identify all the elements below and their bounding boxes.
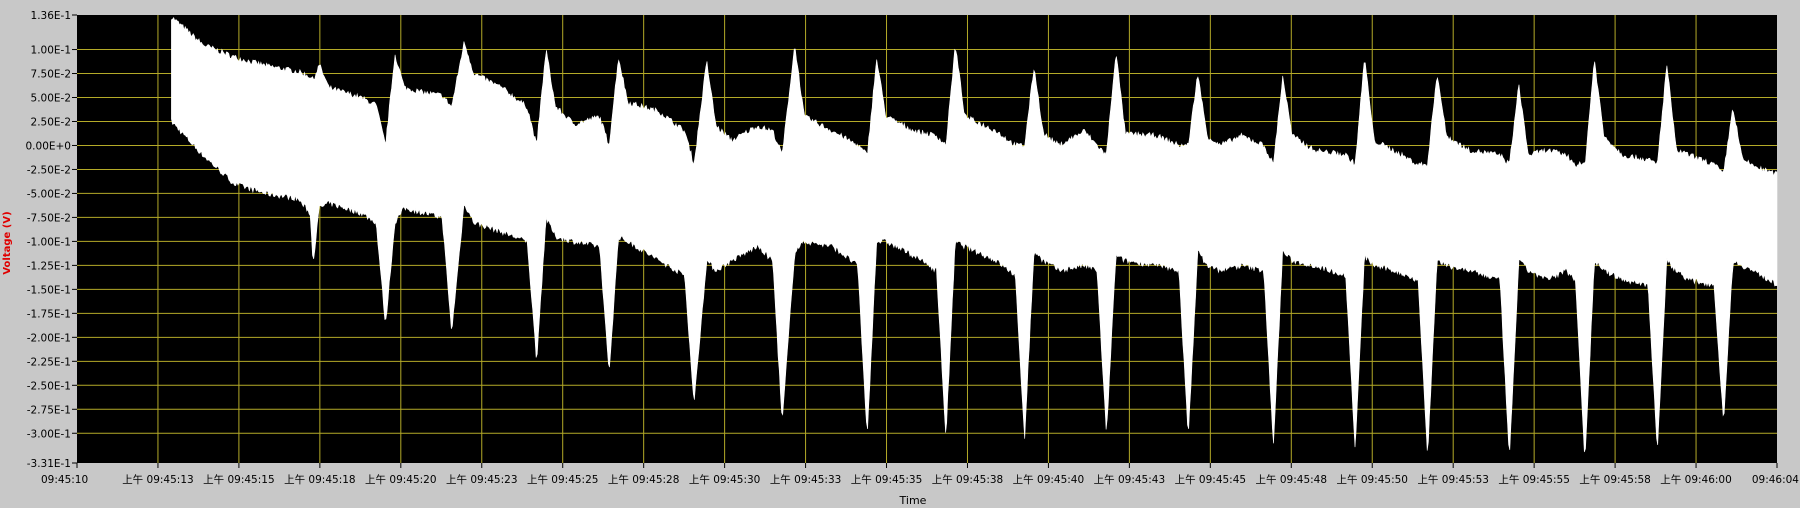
y-tick-label: 7.50E-2	[31, 69, 71, 81]
x-tick-label: 上午 09:46:00	[1660, 473, 1732, 486]
y-tick-label: 5.00E-2	[31, 93, 71, 105]
x-axis-label: Time	[899, 494, 927, 504]
y-tick-label: -2.50E-1	[27, 380, 71, 392]
y-tick-label: -2.75E-1	[27, 404, 71, 416]
x-tick-label: 上午 09:45:18	[284, 473, 356, 486]
x-tick-label: 上午 09:45:55	[1498, 473, 1570, 486]
y-tick-label: -1.75E-1	[27, 308, 71, 320]
x-tick-label: 上午 09:45:38	[932, 473, 1004, 486]
y-tick-label: -7.50E-2	[27, 212, 71, 224]
y-tick-label: -2.00E-1	[27, 332, 71, 344]
x-tick-label: 上午 09:45:35	[851, 473, 923, 486]
x-tick-label: 上午 09:45:43	[1094, 473, 1166, 486]
x-tick-label: 上午 09:45:45	[1175, 473, 1247, 486]
signal-envelope	[171, 16, 1778, 453]
x-tick-label: 上午 09:45:13	[122, 473, 194, 486]
y-tick-label: 1.00E-1	[31, 45, 71, 57]
x-tick-label: 上午 09:45:50	[1336, 473, 1408, 486]
x-tick-label: 上午 09:45:28	[608, 473, 680, 486]
y-tick-label: 1.36E-1	[31, 10, 71, 22]
y-tick-label: -1.25E-1	[27, 260, 71, 272]
y-axis-ticks: 1.36E-1 1.00E-1 7.50E-2 5.00E-2 2.50E-2 0.00E…	[26, 10, 77, 470]
y-tick-label: -2.50E-2	[27, 164, 71, 176]
x-tick-label: 09:46:04	[1752, 474, 1799, 486]
x-tick-label: 上午 09:45:30	[689, 473, 761, 486]
x-tick-label: 上午 09:45:53	[1417, 473, 1489, 486]
x-tick-label: 上午 09:45:15	[203, 473, 275, 486]
x-tick-label: 上午 09:45:33	[770, 473, 842, 486]
y-tick-label: -3.00E-1	[27, 428, 71, 440]
x-tick-label: 上午 09:45:25	[527, 473, 599, 486]
signal-trace	[171, 16, 1778, 453]
y-axis-label: Voltage (V)	[2, 211, 13, 274]
y-tick-label: 0.00E+0	[26, 140, 72, 152]
y-tick-label: -5.00E-2	[27, 188, 71, 200]
y-tick-label: -3.31E-1	[27, 458, 71, 470]
y-tick-label: 2.50E-2	[31, 116, 71, 128]
y-tick-label: -2.25E-1	[27, 356, 71, 368]
y-tick-label: -1.00E-1	[27, 236, 71, 248]
x-tick-label: 上午 09:45:58	[1579, 473, 1651, 486]
x-axis-ticks: 09:45:10 上午 09:45:13 上午 09:45:15 上午 09:45:1…	[41, 463, 1799, 486]
y-tick-label: -1.50E-1	[27, 284, 71, 296]
x-tick-label: 上午 09:45:48	[1256, 473, 1328, 486]
x-tick-label: 上午 09:45:20	[365, 473, 437, 486]
x-tick-label: 上午 09:45:40	[1013, 473, 1085, 486]
x-tick-label: 上午 09:45:23	[446, 473, 518, 486]
x-tick-label: 09:45:10	[41, 474, 88, 486]
